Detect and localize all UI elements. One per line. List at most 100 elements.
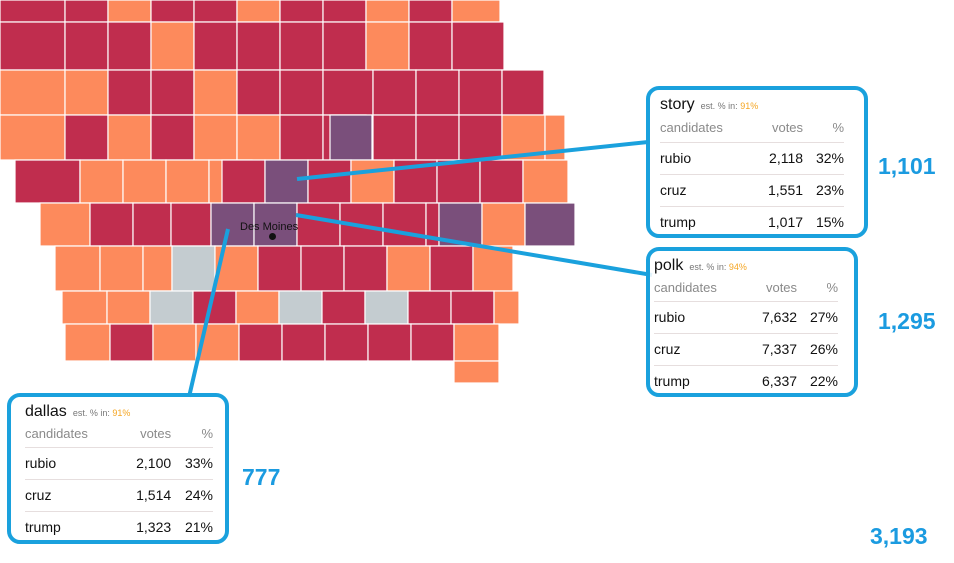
county-shape[interactable] (453, 360, 500, 384)
county-shape[interactable] (107, 21, 152, 71)
table-row: trump 6,337 22% (654, 364, 838, 393)
county-shape[interactable] (132, 202, 172, 247)
county-shape[interactable] (281, 323, 326, 362)
county-shape[interactable] (350, 159, 395, 204)
county-shape[interactable] (453, 323, 500, 362)
county-shape[interactable] (365, 21, 410, 71)
county-shape[interactable] (458, 69, 503, 116)
county-shape[interactable] (107, 0, 152, 23)
county-shape[interactable] (382, 202, 427, 247)
county-shape[interactable] (152, 323, 197, 362)
county-shape[interactable] (410, 323, 455, 362)
county-shape[interactable] (238, 323, 283, 362)
county-shape[interactable] (296, 202, 341, 247)
county-shape[interactable] (264, 159, 309, 204)
county-shape[interactable] (324, 323, 369, 362)
county-shape[interactable] (479, 159, 524, 204)
county-shape[interactable] (472, 245, 514, 292)
county-shape[interactable] (322, 21, 367, 71)
polk-county-callout[interactable]: polk est. % in: 94% candidates votes % r… (646, 247, 858, 397)
county-shape[interactable] (236, 114, 281, 161)
county-shape[interactable] (64, 323, 111, 362)
story-county-callout[interactable]: story est. % in: 91% candidates votes % … (646, 86, 868, 238)
county-shape[interactable] (322, 69, 374, 116)
county-shape[interactable] (408, 21, 453, 71)
county-shape[interactable] (221, 159, 266, 204)
county-shape[interactable] (236, 21, 281, 71)
county-shape[interactable] (150, 21, 195, 71)
county-shape[interactable] (450, 290, 495, 325)
county-shape[interactable] (300, 245, 345, 292)
county-shape[interactable] (279, 69, 324, 116)
county-shape[interactable] (150, 0, 195, 23)
county-shape[interactable] (329, 114, 373, 161)
county-shape[interactable] (0, 21, 66, 71)
county-shape[interactable] (79, 159, 124, 204)
county-shape[interactable] (210, 202, 255, 247)
county-shape[interactable] (279, 21, 324, 71)
county-shape[interactable] (458, 114, 503, 161)
county-shape[interactable] (257, 245, 302, 292)
county-shape[interactable] (408, 0, 453, 23)
county-shape[interactable] (54, 245, 101, 292)
county-shape[interactable] (170, 202, 212, 247)
county-shape[interactable] (322, 0, 367, 23)
county-shape[interactable] (307, 159, 352, 204)
county-shape[interactable] (107, 69, 152, 116)
county-shape[interactable] (279, 114, 324, 161)
county-shape[interactable] (61, 290, 108, 325)
county-shape[interactable] (236, 0, 281, 23)
county-shape[interactable] (365, 0, 410, 23)
county-shape[interactable] (372, 69, 417, 116)
county-shape[interactable] (107, 114, 152, 161)
county-shape[interactable] (193, 69, 238, 116)
county-shape[interactable] (481, 202, 526, 247)
county-shape[interactable] (64, 21, 109, 71)
county-shape[interactable] (451, 0, 501, 23)
county-shape[interactable] (367, 323, 412, 362)
county-shape[interactable] (279, 0, 324, 23)
county-shape[interactable] (122, 159, 167, 204)
county-shape[interactable] (235, 290, 280, 325)
county-shape[interactable] (415, 114, 460, 161)
county-shape[interactable] (106, 290, 151, 325)
county-shape[interactable] (193, 21, 238, 71)
county-shape[interactable] (236, 69, 281, 116)
county-shape[interactable] (493, 290, 520, 325)
county-shape[interactable] (451, 21, 505, 71)
county-shape[interactable] (522, 159, 569, 204)
county-shape[interactable] (150, 69, 195, 116)
county-shape[interactable] (64, 114, 109, 161)
county-shape[interactable] (64, 69, 109, 116)
county-shape[interactable] (39, 202, 91, 247)
county-shape[interactable] (386, 245, 431, 292)
county-shape[interactable] (0, 114, 66, 161)
county-shape[interactable] (149, 290, 194, 325)
county-shape[interactable] (142, 245, 173, 292)
county-shape[interactable] (407, 290, 452, 325)
county-shape[interactable] (278, 290, 323, 325)
county-shape[interactable] (0, 0, 66, 23)
county-shape[interactable] (436, 159, 481, 204)
county-shape[interactable] (150, 114, 195, 161)
county-shape[interactable] (165, 159, 210, 204)
county-shape[interactable] (171, 245, 216, 292)
county-shape[interactable] (109, 323, 154, 362)
county-shape[interactable] (429, 245, 474, 292)
county-shape[interactable] (193, 0, 238, 23)
county-shape[interactable] (0, 69, 66, 116)
county-shape[interactable] (415, 69, 460, 116)
county-shape[interactable] (372, 114, 417, 161)
county-shape[interactable] (192, 290, 237, 325)
county-shape[interactable] (14, 159, 81, 204)
dallas-county-callout[interactable]: dallas est. % in: 91% candidates votes %… (7, 393, 229, 544)
county-shape[interactable] (193, 114, 238, 161)
county-shape[interactable] (321, 290, 366, 325)
county-shape[interactable] (524, 202, 576, 247)
county-shape[interactable] (89, 202, 134, 247)
county-shape[interactable] (64, 0, 109, 23)
county-shape[interactable] (343, 245, 388, 292)
county-shape[interactable] (99, 245, 144, 292)
county-shape[interactable] (364, 290, 409, 325)
county-shape[interactable] (501, 69, 545, 116)
